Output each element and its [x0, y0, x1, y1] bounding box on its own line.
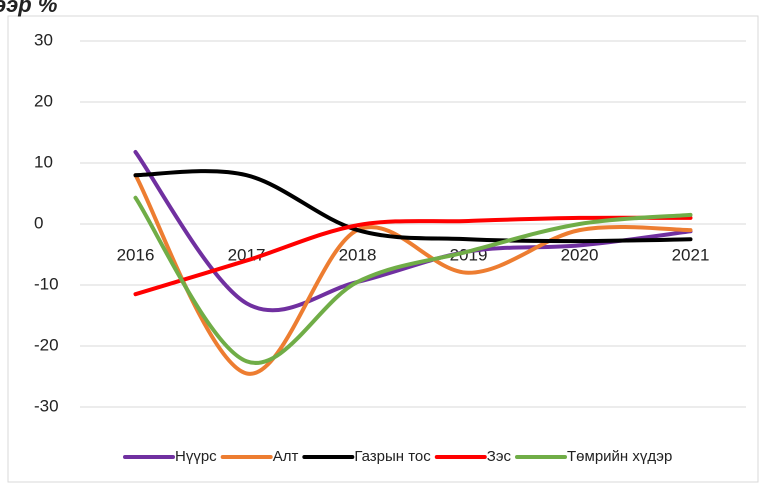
y-tick-label: -30	[34, 396, 59, 415]
x-tick-label: 2017	[228, 245, 266, 264]
y-tick-label: 0	[34, 213, 43, 232]
series-line	[133, 169, 693, 244]
chart-border	[7, 15, 759, 483]
y-tick-label: -10	[34, 274, 59, 293]
series-line	[133, 173, 693, 376]
y-tick-label: -20	[34, 335, 59, 354]
x-tick-label: 2016	[117, 245, 155, 264]
y-tick-label: 20	[34, 91, 53, 110]
x-tick-label: 2020	[561, 245, 599, 264]
x-tick-label: 2021	[672, 245, 710, 264]
legend-label: Газрын тос	[354, 448, 431, 465]
series-line	[133, 215, 693, 297]
legend-label: Алт	[273, 448, 299, 465]
legend-label: Төмрийн хүдэр	[567, 448, 672, 465]
legend-label: Нүүрс	[175, 448, 217, 465]
series-line	[133, 195, 693, 365]
y-tick-label: 10	[34, 152, 53, 171]
y-tick-label: 30	[34, 30, 53, 49]
series-line	[133, 150, 693, 313]
chart-title: ээр %	[0, 0, 57, 17]
legend-label: Зэс	[487, 448, 512, 465]
x-tick-label: 2018	[339, 245, 377, 264]
